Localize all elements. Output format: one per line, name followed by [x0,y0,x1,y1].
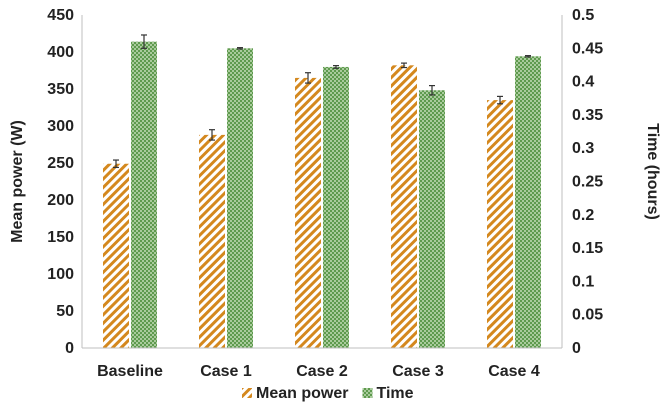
x-tick-label-case-2: Case 2 [296,363,348,380]
bar-mean-power-case-2 [295,77,321,349]
bar-mean-power-case-1 [199,134,225,348]
y-tick-label-right: 0.15 [572,240,603,257]
y-axis-title-right: Time (hours) [644,123,661,220]
legend-label-mean-power: Mean power [256,385,348,402]
y-axis-title-left: Mean power (W) [9,120,26,243]
bar-mean-power-case-4 [487,100,513,348]
bar-time-case-4 [515,56,541,349]
x-tick-label-case-1: Case 1 [200,363,252,380]
x-tick-label-baseline: Baseline [97,363,163,380]
legend-label-time: Time [376,385,413,402]
bar-time-case-1 [227,48,253,349]
x-tick-label-case-3: Case 3 [392,363,444,380]
legend-swatch-time [362,388,373,398]
y-tick-label-left: 250 [47,155,74,172]
bar-mean-power-case-3 [391,65,417,348]
y-tick-label-right: 0.1 [572,273,594,290]
x-tick-label-case-4: Case 4 [488,363,540,380]
legend-swatch-mean-power [242,388,252,398]
y-tick-label-left: 150 [47,229,74,246]
y-tick-label-right: 0.45 [572,40,603,57]
y-tick-label-right: 0.25 [572,174,603,191]
y-tick-label-left: 400 [47,44,74,61]
y-tick-label-right: 0.05 [572,307,603,324]
y-tick-label-left: 0 [65,340,74,357]
y-tick-label-left: 200 [47,192,74,209]
y-tick-label-left: 50 [56,303,74,320]
y-tick-label-right: 0.2 [572,207,594,224]
y-tick-label-left: 350 [47,81,74,98]
y-tick-label-left: 300 [47,118,74,135]
bar-time-case-3 [419,90,445,349]
y-tick-label-left: 100 [47,266,74,283]
y-tick-label-right: 0.4 [572,74,594,91]
bar-time-baseline [131,41,157,348]
y-tick-label-right: 0.35 [572,107,603,124]
bar-time-case-2 [323,66,349,348]
y-tick-label-right: 0.3 [572,140,594,157]
y-tick-label-left: 450 [47,7,74,24]
bar-mean-power-baseline [103,163,129,348]
y-tick-label-right: 0 [572,340,581,357]
y-tick-label-right: 0.5 [572,7,594,24]
